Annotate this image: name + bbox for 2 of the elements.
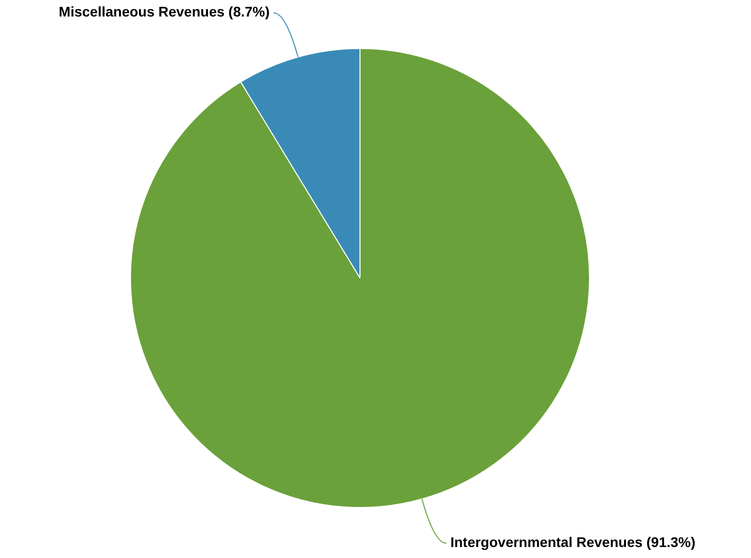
slice-label: Miscellaneous Revenues (8.7%) — [58, 4, 270, 20]
slice-label: Intergovernmental Revenues (91.3%) — [450, 534, 696, 550]
